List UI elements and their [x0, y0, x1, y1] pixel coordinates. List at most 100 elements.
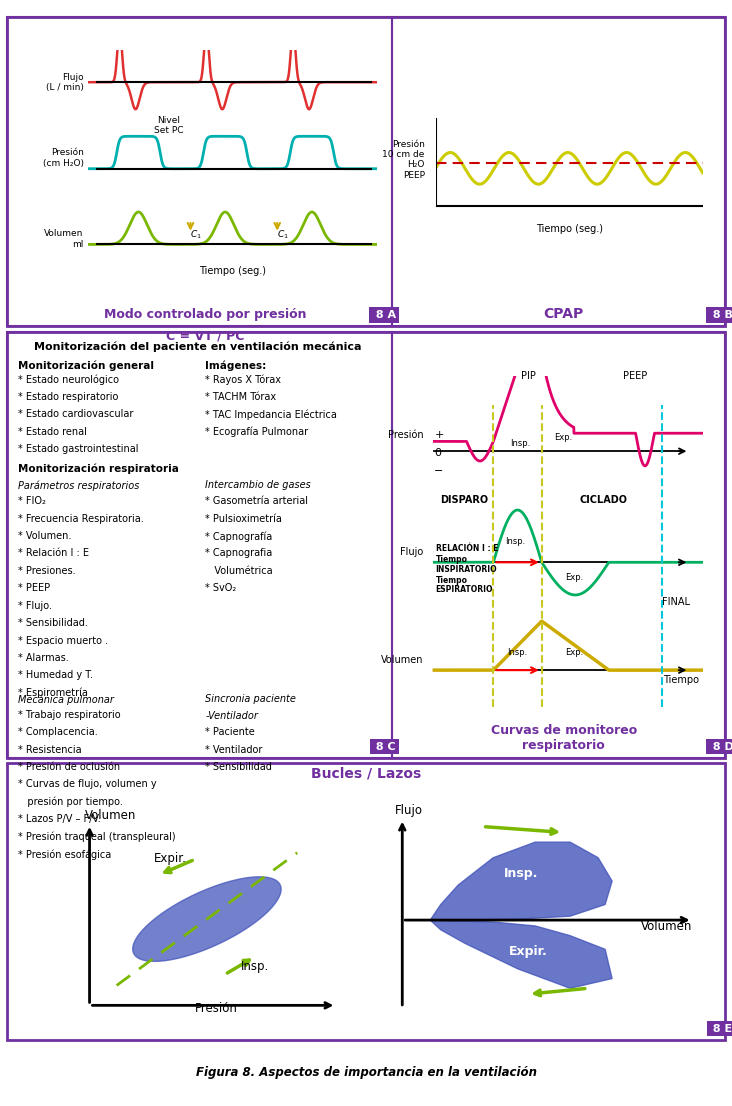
Text: * Presión de oclusión: * Presión de oclusión [18, 762, 121, 772]
Text: * Ecografía Pulmonar: * Ecografía Pulmonar [205, 427, 308, 437]
Text: * Capnografía: * Capnografía [205, 531, 272, 542]
Text: CPAP: CPAP [544, 306, 583, 321]
Text: Nivel
Set PC: Nivel Set PC [154, 116, 184, 135]
Text: ESPIRATORIO: ESPIRATORIO [436, 585, 493, 594]
Text: $C_1$: $C_1$ [190, 229, 202, 241]
Bar [7, 17, 725, 326]
Text: * Espirometría: * Espirometría [18, 688, 89, 698]
Text: * Capnografia: * Capnografia [205, 549, 272, 559]
Text: Tiempo (seg.): Tiempo (seg.) [199, 267, 266, 276]
Text: Expir.: Expir. [509, 946, 548, 958]
Text: Presión
10 cm de
H₂O
PEEP: Presión 10 cm de H₂O PEEP [383, 139, 425, 180]
Text: Tiempo: Tiempo [436, 555, 468, 564]
Text: Curvas de monitoreo
respiratorio: Curvas de monitoreo respiratorio [490, 724, 637, 752]
Text: * PEEP: * PEEP [18, 583, 51, 593]
Bar [392, 332, 725, 758]
Text: * Espacio muerto .: * Espacio muerto . [18, 636, 108, 646]
Text: * FIO₂: * FIO₂ [18, 497, 46, 507]
Text: -Ventilador: -Ventilador [205, 711, 258, 721]
Text: * Presión esofágica: * Presión esofágica [18, 849, 112, 859]
Text: presión por tiempo.: presión por tiempo. [18, 796, 123, 807]
Text: Bucles / Lazos: Bucles / Lazos [311, 766, 421, 781]
Text: * Relación I : E: * Relación I : E [18, 549, 89, 559]
Text: 0: 0 [434, 448, 441, 458]
Text: −: − [434, 466, 444, 476]
Text: Volumen: Volumen [85, 808, 136, 822]
Text: Sincronia paciente: Sincronia paciente [205, 695, 296, 705]
Text: * Lazos P/V – F/V.: * Lazos P/V – F/V. [18, 814, 101, 824]
Text: * Frecuencia Respiratoria.: * Frecuencia Respiratoria. [18, 513, 144, 523]
Text: * Estado neurológico: * Estado neurológico [18, 375, 119, 385]
Text: * TAC Impedancia Eléctrica: * TAC Impedancia Eléctrica [205, 409, 337, 420]
Text: Imágenes:: Imágenes: [205, 361, 266, 371]
Text: INSPIRATORIO: INSPIRATORIO [436, 565, 497, 574]
Text: FINAL: FINAL [662, 597, 690, 607]
Text: Volumen: Volumen [641, 920, 692, 932]
Text: Monitorización del paciente en ventilación mecánica: Monitorización del paciente en ventilaci… [34, 342, 362, 352]
Text: * SvO₂: * SvO₂ [205, 583, 236, 593]
Text: * Presiones.: * Presiones. [18, 566, 76, 576]
Text: Monitorización respiratoria: Monitorización respiratoria [18, 463, 179, 474]
Text: Tiempo: Tiempo [436, 575, 468, 585]
Bar [392, 17, 725, 326]
Text: Flujo: Flujo [395, 804, 423, 817]
Text: * Trabajo respiratorio: * Trabajo respiratorio [18, 710, 121, 720]
Text: Volumétrica: Volumétrica [205, 566, 273, 576]
Text: Modo controlado por presión: Modo controlado por presión [104, 307, 306, 321]
Text: Presión: Presión [388, 430, 424, 440]
Text: Monitorización general: Monitorización general [18, 361, 154, 371]
Text: * Resistencia: * Resistencia [18, 744, 82, 754]
Text: * TACHM Tórax: * TACHM Tórax [205, 393, 276, 403]
Text: Volumen
ml: Volumen ml [44, 229, 83, 249]
Bar [7, 332, 392, 758]
Text: 8 A: 8 A [373, 310, 396, 321]
Polygon shape [132, 877, 281, 961]
Text: 8 D: 8 D [709, 741, 732, 752]
Text: Insp.: Insp. [510, 439, 530, 448]
Text: Presión: Presión [195, 1002, 237, 1015]
Text: * Sensibilidad: * Sensibilidad [205, 762, 272, 772]
Text: Flujo
(L / min): Flujo (L / min) [45, 73, 83, 92]
Text: Figura 8. Aspectos de importancia en la ventilación: Figura 8. Aspectos de importancia en la … [195, 1066, 537, 1079]
Text: PEEP: PEEP [624, 372, 648, 382]
Bar [7, 332, 725, 758]
Text: * Presión traqueal (transpleural): * Presión traqueal (transpleural) [18, 832, 176, 842]
Text: * Volumen.: * Volumen. [18, 531, 72, 541]
Text: +: + [434, 430, 444, 440]
Text: * Gasometría arterial: * Gasometría arterial [205, 497, 308, 507]
Text: 8 E: 8 E [709, 1023, 732, 1034]
Text: * Estado cardiovascular: * Estado cardiovascular [18, 409, 134, 419]
Text: DISPARO: DISPARO [440, 495, 488, 505]
Text: * Complacencia.: * Complacencia. [18, 728, 98, 738]
Text: PIP: PIP [521, 372, 536, 382]
Text: Insp.: Insp. [507, 648, 528, 657]
Text: C = VT / PC: C = VT / PC [165, 330, 244, 343]
Text: * Ventilador: * Ventilador [205, 744, 263, 754]
Text: * Paciente: * Paciente [205, 728, 255, 738]
Text: * Estado renal: * Estado renal [18, 427, 87, 437]
Bar [7, 763, 725, 1040]
Text: * Flujo.: * Flujo. [18, 601, 53, 611]
Text: CICLADO: CICLADO [580, 495, 627, 505]
Text: 8 B: 8 B [709, 310, 732, 321]
Text: * Estado respiratorio: * Estado respiratorio [18, 393, 119, 403]
Text: * Rayos X Tórax: * Rayos X Tórax [205, 375, 281, 385]
Polygon shape [430, 920, 612, 989]
Text: Expir.: Expir. [154, 852, 187, 865]
Text: 8 C: 8 C [373, 741, 396, 752]
Text: Flujo: Flujo [400, 547, 424, 557]
Text: Presión
(cm H₂O): Presión (cm H₂O) [42, 148, 83, 168]
Text: $C_1$: $C_1$ [277, 229, 289, 241]
Text: * Alarmas.: * Alarmas. [18, 653, 70, 662]
Text: Mecánica pulmonar: Mecánica pulmonar [18, 695, 114, 705]
Text: RELACIÓN I : E: RELACIÓN I : E [436, 544, 498, 553]
Text: Insp.: Insp. [504, 867, 538, 880]
Text: * Humedad y T.: * Humedad y T. [18, 670, 94, 680]
Text: Insp.: Insp. [241, 960, 269, 973]
Text: Exp.: Exp. [565, 573, 583, 582]
Text: Parámetros respiratorios: Parámetros respiratorios [18, 480, 140, 491]
Polygon shape [430, 842, 612, 920]
Text: Volumen: Volumen [381, 656, 424, 666]
Bar [7, 17, 392, 326]
Text: Insp.: Insp. [505, 538, 525, 546]
